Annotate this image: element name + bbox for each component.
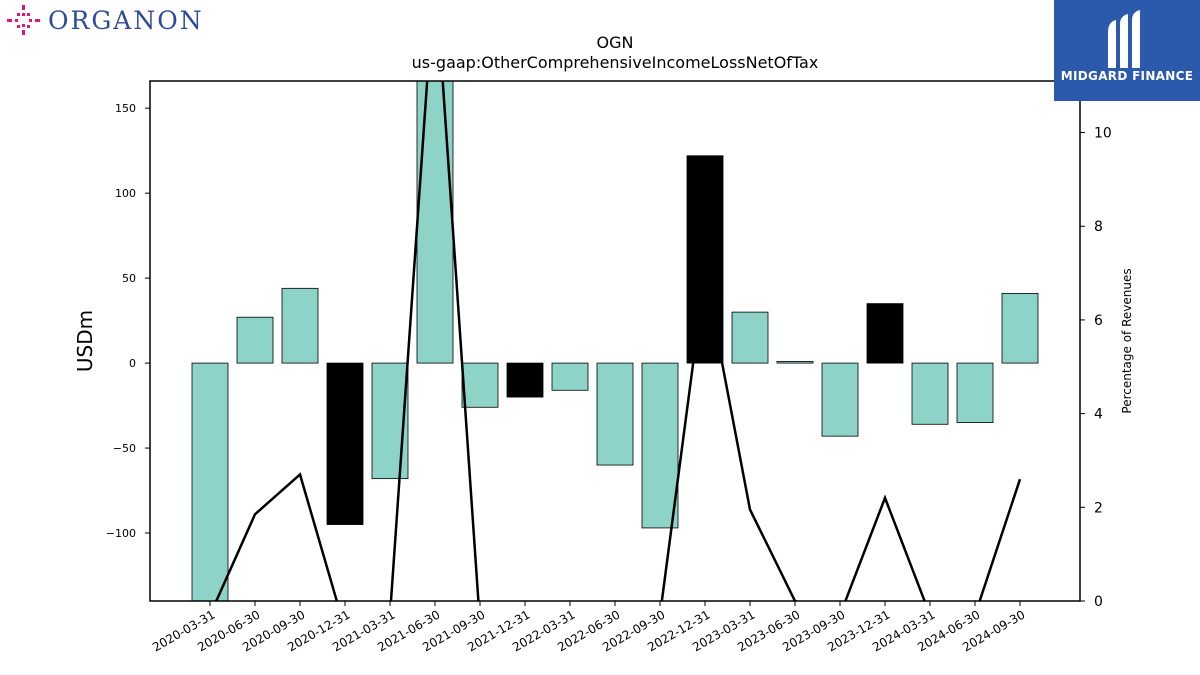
bar [191,362,229,601]
y2-tick-label: 2 [1094,500,1103,516]
bar [506,362,544,398]
y-tick-label: 0 [129,357,136,370]
y2-tick-label: 8 [1094,219,1103,235]
midgard-mark-icon [1108,10,1140,68]
y2-tick-label: 6 [1094,313,1103,329]
bar [776,360,814,364]
chart-title: OGN [597,33,634,52]
bar [956,362,994,423]
y-axis-right: 0 2 4 6 8 10 [1080,126,1112,610]
bar [731,311,769,364]
bar [911,362,949,425]
y2-tick-label: 4 [1094,407,1103,423]
bar [236,316,274,364]
bar [281,287,319,364]
y2-tick-label: 10 [1094,126,1112,142]
y2-tick-label: 0 [1094,594,1103,610]
organon-wordmark: ORGANON [48,5,204,35]
bar [461,362,499,408]
y2-axis-label: Percentage of Revenues [1120,268,1134,413]
y-tick-label: −50 [113,442,136,455]
bar [596,362,634,466]
bar [866,303,904,364]
bar [641,362,679,529]
organon-logo: ORGANON [6,4,204,36]
y-axis-label: USDm [73,310,97,372]
y-tick-label: 150 [115,102,136,115]
x-axis: 2020-03-312020-06-302020-09-302020-12-31… [150,601,1028,654]
midgard-wordmark: MIDGARD FINANCE [1060,69,1194,83]
y-tick-label: 50 [122,272,136,285]
bar [551,362,589,391]
bar-series [191,81,1039,601]
bar [326,362,364,525]
bar [686,155,724,364]
y-tick-label: 100 [115,187,136,200]
chart-subtitle: us-gaap:OtherComprehensiveIncomeLossNetO… [412,53,819,72]
y-axis-left: −100 −50 0 50 100 150 [106,102,150,540]
bar [416,81,454,364]
bar [821,362,859,437]
organon-mark-icon [7,5,40,35]
midgard-finance-logo: MIDGARD FINANCE [1054,0,1200,101]
line-series [214,81,1022,601]
bar [1001,293,1039,364]
line-path [214,81,1022,601]
y-tick-label: −100 [106,527,136,540]
